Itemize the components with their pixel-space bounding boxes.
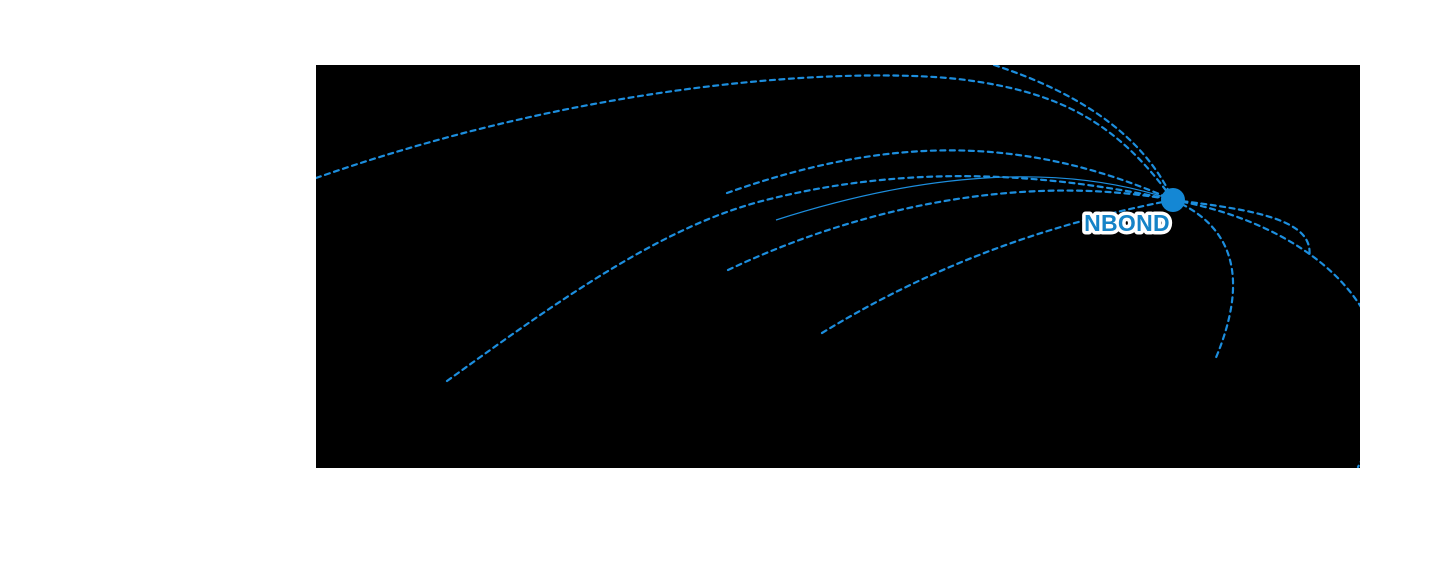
- svg-text:NBOND: NBOND: [1084, 210, 1170, 236]
